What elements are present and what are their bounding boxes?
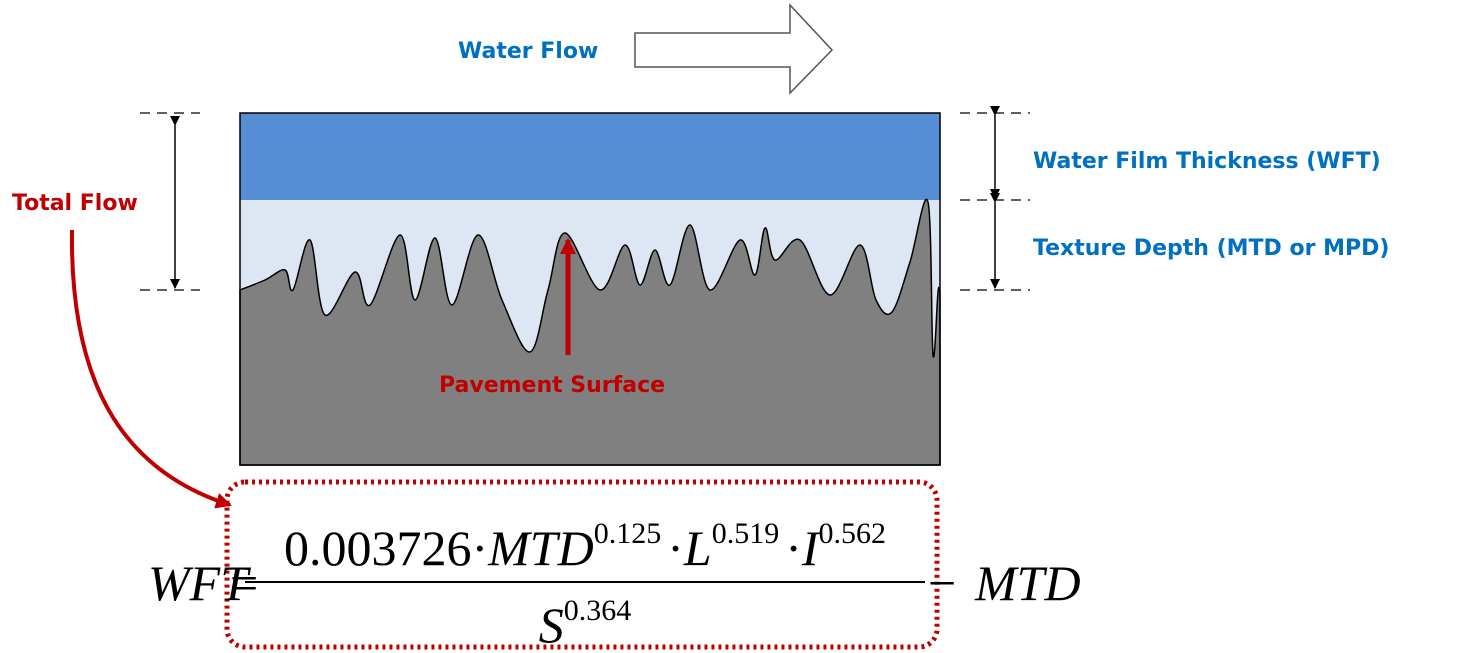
formula-rhs: MTD [974, 555, 1081, 611]
var: I [801, 520, 821, 576]
wft-label: Water Film Thickness (WFT) [1033, 149, 1381, 174]
denominator: S0.364 [539, 594, 632, 653]
flow-arrow [634, 3, 834, 95]
water-film [240, 113, 940, 200]
water-flow-label: Water Flow [458, 39, 598, 64]
coefficient: 0.003726 [284, 520, 472, 576]
exponent: 0.364 [564, 594, 632, 627]
exponent: 0.519 [712, 517, 780, 550]
formula-highlight [224, 479, 940, 650]
dimension-arrows [170, 106, 1000, 289]
var: S [539, 597, 564, 653]
formula-lhs: WFT [148, 555, 251, 611]
box-border [239, 112, 941, 466]
texture-depth-label: Texture Depth (MTD or MPD) [1033, 236, 1389, 261]
total-flow-label: Total Flow [12, 191, 138, 216]
exponent: 0.562 [819, 517, 887, 550]
pavement-surface-label: Pavement Surface [439, 373, 665, 398]
formula-minus: − [928, 555, 956, 611]
pavement-surface [239, 198, 941, 466]
dot: · [785, 520, 802, 576]
numerator: 0.003726·MTD0.125 ·L0.519 ·I0.562 [284, 517, 886, 576]
total-flow-arrow [69, 229, 232, 509]
var: MTD [487, 520, 594, 576]
dot: · [471, 520, 488, 576]
dot: · [667, 520, 684, 576]
exponent: 0.125 [594, 517, 662, 550]
var: L [683, 520, 712, 576]
